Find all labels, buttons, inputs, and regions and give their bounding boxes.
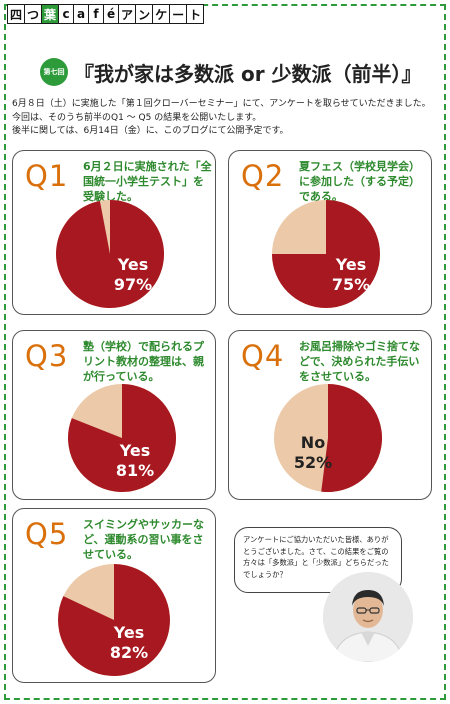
pie-percent-label: 81% — [115, 461, 155, 480]
pie-slice-main — [321, 384, 383, 492]
pie-slice-main — [272, 200, 380, 308]
pie-percent-label: 52% — [293, 453, 333, 472]
pie-answer-label: Yes — [113, 623, 145, 642]
header-char: ア — [118, 4, 137, 24]
question-label: Q4 — [241, 339, 285, 373]
header-char: ン — [135, 4, 154, 24]
question-card-q2: Q2 夏フェス（学校見学会）に参加した（する予定）である。 Yes 75% — [228, 150, 432, 315]
pie-answer-label: Yes — [335, 255, 367, 274]
pie-chart: No 52% — [273, 383, 383, 493]
pie-chart: Yes 82% — [57, 563, 171, 677]
question-card-q3: Q3 塾（学校）で配られるプリント教材の整理は、親が行っている。 Yes 81% — [12, 330, 216, 500]
header-char: ケ — [152, 4, 171, 24]
question-text: 塾（学校）で配られるプリント教材の整理は、親が行っている。 — [83, 340, 204, 383]
pie-chart: Yes 97% — [55, 199, 165, 309]
header-char: a — [73, 4, 90, 24]
pie-slice-main — [58, 564, 170, 676]
question-text: 夏フェス（学校見学会）に参加した（する予定）である。 — [299, 160, 420, 203]
question-label: Q5 — [25, 517, 69, 551]
pie-slice-main — [56, 200, 165, 308]
pie-percent-label: 82% — [109, 643, 149, 662]
page-title: 『我が家は多数派 or 少数派（前半）』 — [74, 61, 422, 86]
title-row: 第七回 『我が家は多数派 or 少数派（前半）』 — [40, 55, 422, 89]
header-char: ー — [169, 4, 188, 24]
pie-chart: Yes 75% — [271, 199, 381, 309]
header-char: é — [103, 4, 120, 24]
intro-line: 後半に関しては、6月14日（金）に、このブログにて公開予定です。 — [12, 126, 289, 136]
question-card-q1: Q1 6月２日に実施された「全国統一小学生テスト」を受験した。 Yes 97% — [12, 150, 216, 315]
question-text: 6月２日に実施された「全国統一小学生テスト」を受験した。 — [83, 160, 212, 203]
question-text: スイミングやサッカーなど、運動系の習い事をさせている。 — [83, 518, 204, 561]
header-char: f — [88, 4, 105, 24]
episode-badge: 第七回 — [40, 58, 68, 86]
question-text: お風呂掃除やゴミ捨てなどで、決められた手伝いをさせている。 — [299, 340, 420, 383]
header-char: つ — [24, 4, 43, 24]
pie-answer-label: Yes — [119, 441, 151, 460]
pie-percent-label: 97% — [113, 275, 153, 294]
header-char: 葉 — [41, 4, 60, 24]
presenter-photo — [323, 572, 413, 662]
pie-slice-main — [67, 384, 176, 492]
pie-percent-label: 75% — [331, 275, 371, 294]
header-char: 四 — [7, 4, 26, 24]
question-card-q5: Q5 スイミングやサッカーなど、運動系の習い事をさせている。 Yes 82% — [12, 508, 216, 683]
question-label: Q3 — [25, 339, 69, 373]
pie-chart: Yes 81% — [67, 383, 177, 493]
intro-text: 6月８日（土）に実施した「第１回クローバーセミナー」にて、アンケートを取らせてい… — [12, 98, 440, 139]
question-card-q4: Q4 お風呂掃除やゴミ捨てなどで、決められた手伝いをさせている。 No 52% — [228, 330, 432, 500]
pie-answer-label: No — [300, 433, 326, 452]
pie-answer-label: Yes — [117, 255, 149, 274]
question-label: Q1 — [25, 159, 69, 193]
intro-line: 今回は、そのうち前半のQ1 ～ Q5 の結果を公開いたします。 — [12, 112, 262, 123]
header-char: c — [58, 4, 75, 24]
header-char: ト — [186, 4, 205, 24]
intro-line: 6月８日（土）に実施した「第１回クローバーセミナー」にて、アンケートを取らせてい… — [12, 99, 431, 109]
question-label: Q2 — [241, 159, 285, 193]
page-frame — [4, 4, 446, 700]
